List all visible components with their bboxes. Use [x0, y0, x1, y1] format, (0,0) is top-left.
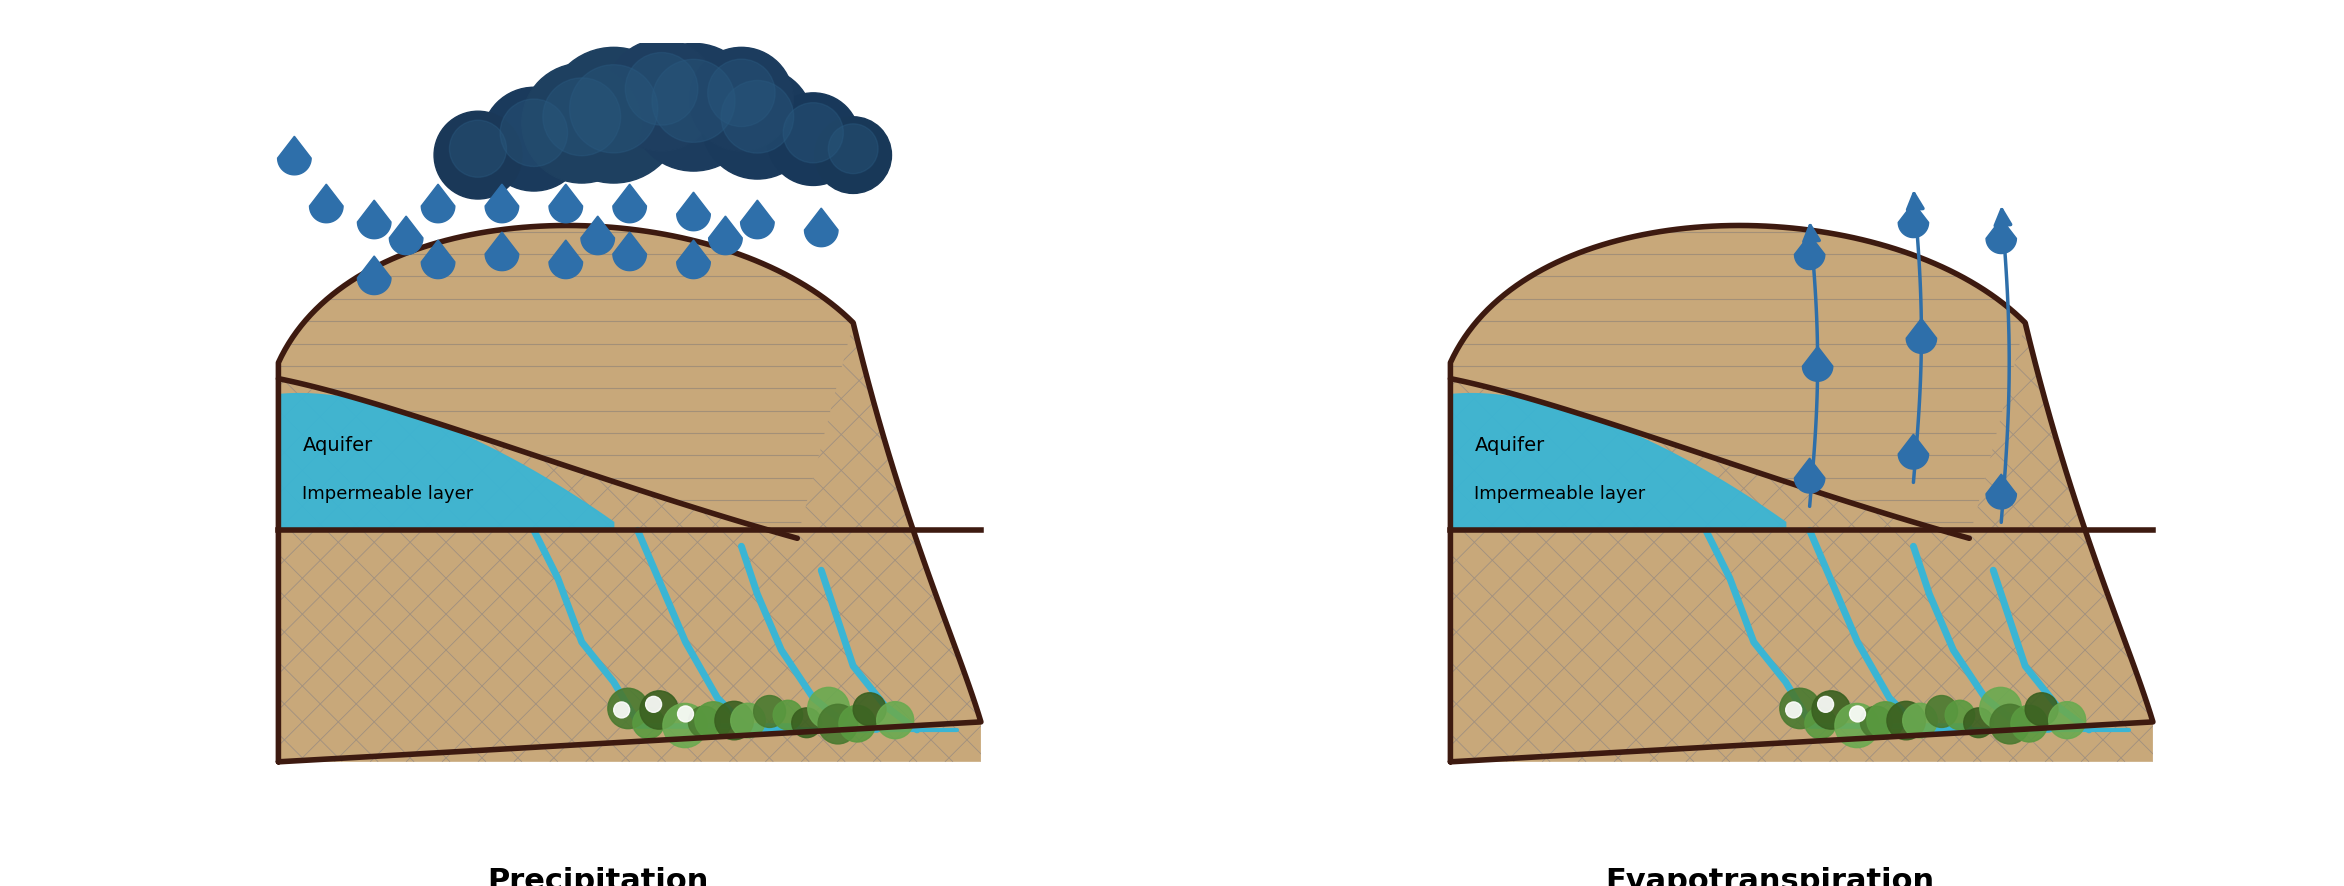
Circle shape [1964, 708, 1992, 738]
Circle shape [722, 82, 795, 154]
Polygon shape [422, 185, 455, 223]
Circle shape [614, 702, 631, 718]
Polygon shape [1803, 347, 1833, 382]
Polygon shape [1796, 459, 1824, 494]
Circle shape [652, 60, 736, 144]
Circle shape [877, 702, 914, 739]
Circle shape [1887, 702, 1924, 740]
Circle shape [605, 40, 717, 152]
Polygon shape [485, 233, 518, 271]
Circle shape [570, 66, 659, 154]
Polygon shape [279, 226, 853, 539]
Circle shape [1817, 696, 1833, 712]
Polygon shape [548, 185, 584, 223]
Polygon shape [1451, 226, 2152, 762]
Circle shape [1990, 704, 2030, 744]
Circle shape [1861, 706, 1892, 738]
Circle shape [701, 68, 813, 180]
Polygon shape [741, 201, 774, 239]
Circle shape [816, 118, 891, 194]
Polygon shape [612, 185, 647, 223]
Polygon shape [1451, 323, 2152, 762]
Circle shape [546, 48, 682, 183]
Circle shape [2049, 702, 2086, 739]
Circle shape [766, 94, 860, 186]
Polygon shape [1451, 226, 2025, 539]
Polygon shape [279, 394, 614, 531]
Circle shape [1903, 703, 1936, 738]
Circle shape [2011, 705, 2049, 742]
Circle shape [631, 44, 757, 172]
Polygon shape [356, 257, 391, 295]
Circle shape [523, 64, 642, 183]
Circle shape [434, 112, 523, 199]
Circle shape [645, 696, 661, 712]
Polygon shape [356, 201, 391, 239]
Polygon shape [1899, 435, 1929, 470]
Circle shape [499, 100, 567, 167]
Polygon shape [708, 217, 743, 255]
Polygon shape [279, 226, 980, 762]
Circle shape [809, 688, 849, 729]
Polygon shape [548, 241, 584, 279]
Circle shape [689, 706, 720, 738]
Polygon shape [1451, 394, 1786, 531]
Circle shape [1786, 702, 1803, 718]
Text: Aquifer: Aquifer [1474, 436, 1545, 455]
Circle shape [818, 704, 858, 744]
Polygon shape [677, 241, 710, 279]
Circle shape [663, 703, 708, 748]
Polygon shape [309, 185, 342, 223]
Circle shape [731, 703, 764, 738]
Circle shape [544, 79, 621, 157]
Circle shape [792, 708, 820, 738]
Circle shape [483, 88, 586, 191]
Polygon shape [1985, 220, 2016, 254]
Circle shape [774, 701, 802, 730]
Circle shape [2025, 693, 2058, 726]
Circle shape [1812, 691, 1849, 729]
Circle shape [1805, 708, 1835, 739]
Text: Precipitation: Precipitation [488, 866, 708, 886]
Polygon shape [422, 241, 455, 279]
Circle shape [607, 688, 649, 729]
Circle shape [755, 696, 785, 727]
Polygon shape [1899, 204, 1929, 238]
Polygon shape [485, 185, 518, 223]
Polygon shape [389, 217, 422, 255]
Circle shape [1866, 702, 1903, 739]
Text: Evapotranspiration: Evapotranspiration [1606, 866, 1934, 886]
Circle shape [689, 48, 792, 152]
Circle shape [827, 125, 879, 175]
Polygon shape [1985, 475, 2016, 509]
Text: Impermeable layer: Impermeable layer [302, 485, 473, 503]
Circle shape [1927, 696, 1957, 727]
Circle shape [626, 53, 699, 126]
Polygon shape [677, 193, 710, 231]
Polygon shape [804, 209, 839, 247]
Circle shape [694, 702, 731, 739]
Circle shape [715, 702, 752, 740]
Polygon shape [1906, 319, 1936, 354]
Circle shape [783, 104, 844, 164]
Text: Impermeable layer: Impermeable layer [1474, 485, 1645, 503]
Text: Aquifer: Aquifer [302, 436, 373, 455]
Polygon shape [612, 233, 647, 271]
Circle shape [640, 691, 677, 729]
Polygon shape [279, 323, 980, 762]
Circle shape [1835, 703, 1880, 748]
Circle shape [1779, 688, 1821, 729]
Polygon shape [581, 217, 614, 255]
Circle shape [1946, 701, 1974, 730]
Circle shape [1981, 688, 2021, 729]
Polygon shape [1796, 236, 1824, 270]
Circle shape [1849, 706, 1866, 722]
Circle shape [677, 706, 694, 722]
Circle shape [839, 705, 877, 742]
Circle shape [853, 693, 886, 726]
Polygon shape [277, 137, 312, 175]
Circle shape [708, 60, 776, 128]
Circle shape [633, 708, 663, 739]
Circle shape [450, 121, 506, 178]
